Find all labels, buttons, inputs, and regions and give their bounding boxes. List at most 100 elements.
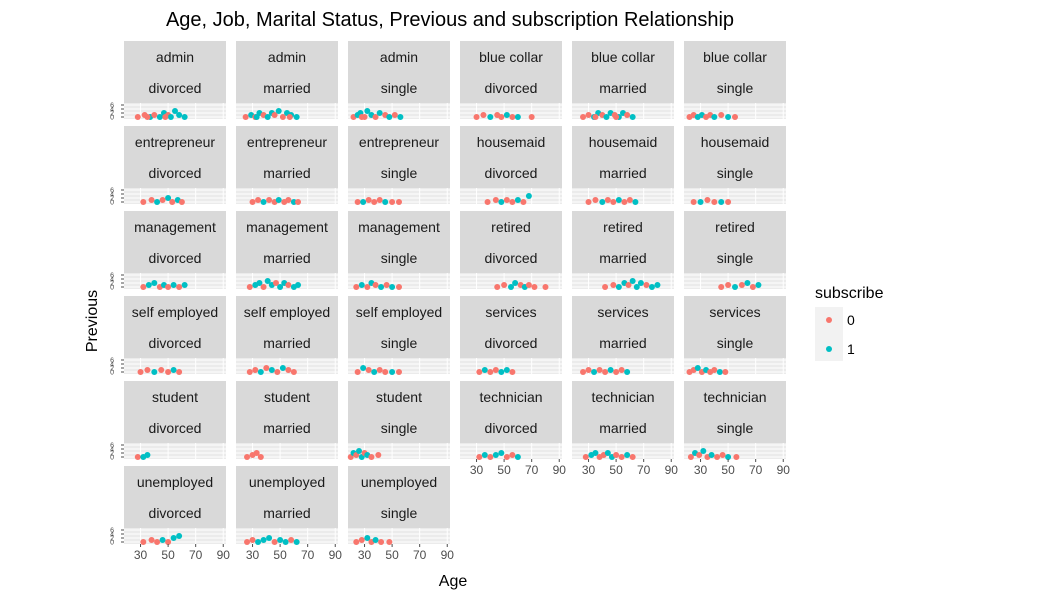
point-subscribe-1 [481, 367, 488, 373]
point-subscribe-1 [176, 533, 183, 539]
point-subscribe-1 [599, 199, 606, 205]
point-subscribe-0 [610, 282, 617, 288]
point-subscribe-0 [144, 114, 151, 120]
facet-strip-marital-label: married [263, 80, 310, 96]
facet-strip-job-label: unemployed [137, 474, 213, 490]
facet-strip-job-label: technician [479, 389, 542, 405]
point-subscribe-0 [531, 284, 538, 290]
y-tick-label: 6 [110, 273, 114, 280]
facet-strip-marital-label: married [599, 335, 646, 351]
point-subscribe-0 [580, 369, 587, 375]
x-tick-label: 70 [413, 548, 427, 562]
point-subscribe-1 [624, 452, 631, 458]
facet-strip [348, 126, 450, 188]
facet-strip-job-label: technician [703, 389, 766, 405]
facet-panel: admin married [236, 41, 338, 120]
point-subscribe-0 [178, 199, 185, 205]
x-tick-label: 70 [301, 548, 315, 562]
point-subscribe-1 [293, 114, 300, 120]
point-subscribe-1 [514, 114, 521, 120]
facet-strip [124, 211, 226, 273]
point-subscribe-0 [176, 284, 183, 290]
point-subscribe-0 [687, 454, 694, 460]
point-subscribe-0 [509, 452, 516, 458]
point-subscribe-1 [144, 452, 151, 458]
facet-strip-marital-label: single [381, 250, 418, 266]
x-tick-label: 30 [582, 463, 596, 477]
point-subscribe-1 [154, 199, 161, 205]
facet-panel: management married [236, 211, 338, 290]
point-subscribe-0 [718, 112, 725, 118]
facet-strip [348, 211, 450, 273]
point-subscribe-0 [260, 284, 267, 290]
facet-strip [460, 211, 562, 273]
point-subscribe-1 [725, 454, 732, 460]
point-subscribe-0 [613, 114, 620, 120]
facet-strip-job-label: entrepreneur [135, 134, 216, 150]
point-subscribe-1 [268, 367, 275, 373]
y-tick-label: 4 [110, 107, 114, 114]
point-subscribe-0 [610, 199, 617, 205]
point-subscribe-1 [176, 112, 183, 118]
facet-strip-marital-label: single [381, 335, 418, 351]
point-subscribe-1 [360, 365, 367, 371]
facet-strip-marital-label: single [381, 165, 418, 181]
point-subscribe-0 [582, 454, 589, 460]
point-subscribe-0 [249, 199, 256, 205]
facet-strip [684, 211, 786, 273]
facet-panel: retired single [684, 211, 786, 290]
y-tick-label: 6 [110, 188, 114, 195]
facet-strip [460, 296, 562, 358]
point-subscribe-0 [375, 452, 382, 458]
facet-strip-job-label: blue collar [479, 49, 543, 65]
point-subscribe-0 [542, 284, 549, 290]
facet-panel: retired divorced [460, 211, 562, 290]
x-tick-label: 90 [665, 463, 679, 477]
facet-strip-job-label: services [485, 304, 536, 320]
facet-panel: self employed married [236, 296, 338, 375]
facet-strip [460, 41, 562, 103]
facet-strip-marital-label: divorced [149, 250, 202, 266]
point-subscribe-0 [396, 369, 402, 375]
facet-strip [460, 126, 562, 188]
point-subscribe-1 [498, 199, 505, 205]
point-subscribe-1 [181, 282, 188, 288]
x-tick-label: 70 [525, 463, 539, 477]
point-subscribe-0 [165, 369, 172, 375]
point-subscribe-1 [744, 280, 751, 286]
point-subscribe-0 [285, 367, 292, 373]
point-subscribe-0 [592, 114, 599, 120]
point-subscribe-0 [176, 369, 183, 375]
point-subscribe-0 [476, 369, 483, 375]
point-subscribe-1 [260, 537, 267, 543]
y-tick-label: 6 [110, 103, 114, 110]
point-subscribe-0 [353, 539, 360, 545]
facet-strip [124, 41, 226, 103]
facet-strip-marital-label: married [599, 80, 646, 96]
point-subscribe-0 [391, 112, 398, 118]
point-subscribe-1 [637, 280, 644, 286]
point-subscribe-0 [690, 199, 697, 205]
facet-strip-job-label: student [264, 389, 310, 405]
facet-strip [572, 126, 674, 188]
facet-strip-marital-label: single [717, 165, 754, 181]
facet-strip-job-label: management [246, 219, 328, 235]
point-subscribe-0 [618, 454, 625, 460]
point-subscribe-0 [528, 114, 535, 120]
facet-panel: blue collar single [684, 41, 786, 120]
point-subscribe-1 [264, 114, 271, 120]
point-subscribe-0 [749, 284, 756, 290]
facet-panels: admindivorced0246adminmarriedadminsingle… [110, 41, 790, 562]
point-subscribe-0 [376, 367, 383, 373]
x-tick-label: 50 [497, 463, 511, 477]
point-subscribe-0 [604, 197, 611, 203]
point-subscribe-1 [356, 448, 363, 454]
point-subscribe-0 [353, 284, 360, 290]
facet-strip [348, 381, 450, 443]
facet-strip-job-label: retired [603, 219, 643, 235]
point-subscribe-0 [165, 284, 172, 290]
point-subscribe-0 [162, 114, 169, 120]
point-subscribe-0 [487, 369, 494, 375]
point-subscribe-0 [263, 365, 270, 371]
